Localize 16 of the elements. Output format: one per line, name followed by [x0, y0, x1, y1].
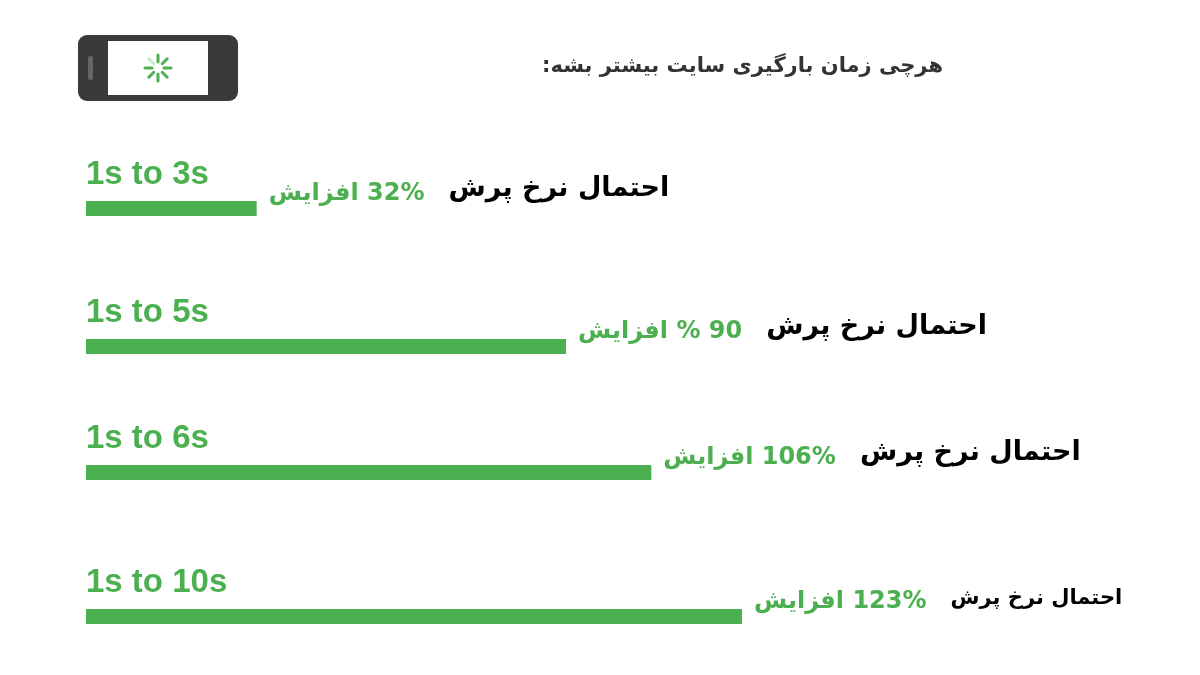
- y-tick-label: 1s to 3s: [86, 154, 209, 191]
- bar: [86, 201, 257, 216]
- data-label: 123% افزایش: [754, 586, 927, 614]
- y-tick-label: 1s to 10s: [86, 562, 228, 599]
- data-label: 32% افزایش: [268, 178, 425, 206]
- data-label: 90 % افزایش: [578, 316, 743, 344]
- bar: [86, 339, 566, 354]
- chart-title: هرچی زمان بارگیری سایت بیشتر بشه:: [542, 52, 943, 77]
- annotation: احتمال نرخ پرش: [448, 171, 670, 203]
- y-tick-label: 1s to 5s: [86, 292, 209, 329]
- y-tick-label: 1s to 6s: [86, 418, 209, 455]
- text: احتمال نرخ پرش: [859, 435, 1081, 467]
- bar: [86, 609, 742, 624]
- data-label: 106% افزایش: [663, 442, 836, 470]
- text: احتمال نرخ پرش: [950, 585, 1123, 609]
- text: احتمال نرخ پرش: [766, 309, 987, 341]
